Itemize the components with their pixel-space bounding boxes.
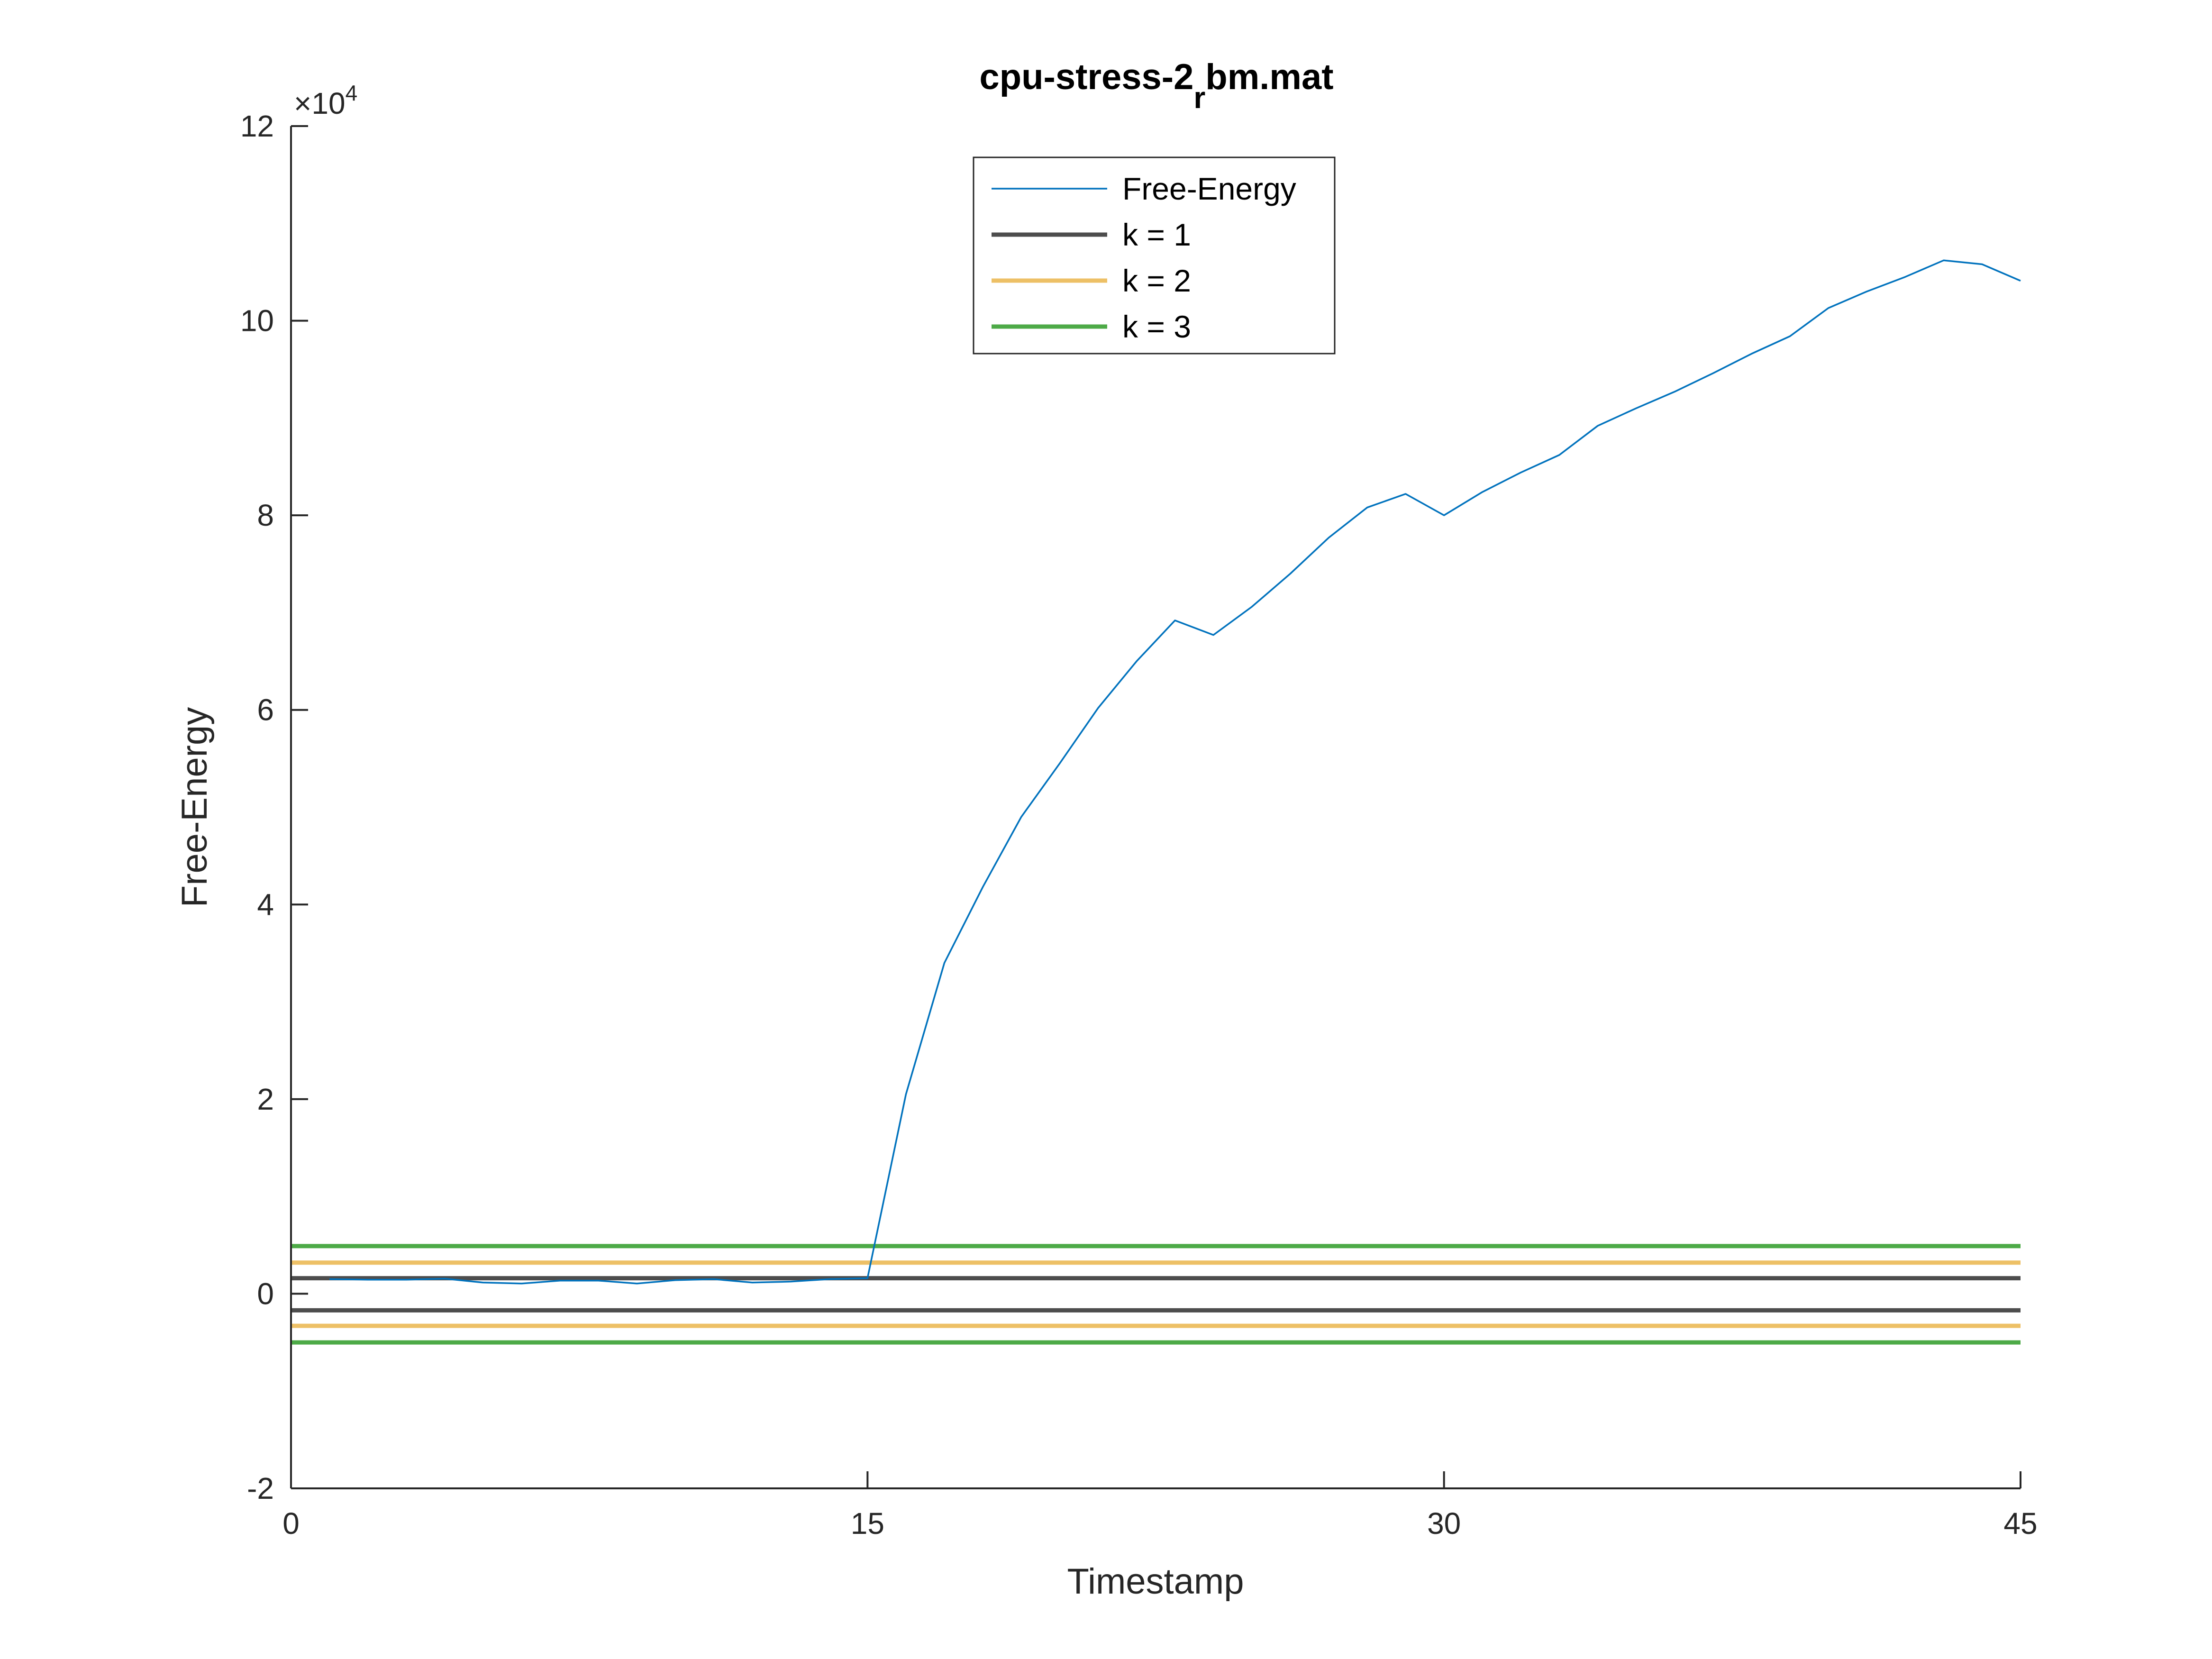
legend-box	[973, 156, 1336, 355]
series-layer	[291, 259, 2021, 1345]
legend-label: k = 1	[1122, 217, 1191, 252]
y-tick-label: 12	[240, 109, 274, 143]
x-tick-label: 15	[851, 1506, 884, 1540]
y-exponent-power: 4	[346, 81, 358, 105]
legend-label: k = 3	[1122, 309, 1191, 344]
series-line-free-energy	[329, 259, 2021, 1285]
legend-label: k = 2	[1122, 263, 1191, 298]
chart-title: cpu-stress-2rbm.mat	[979, 57, 1333, 115]
legend-label: Free-Energy	[1122, 171, 1296, 206]
chart-title-suffix: bm.mat	[1205, 57, 1333, 97]
y-tick-label: 0	[257, 1276, 274, 1311]
y-tick-label: 2	[257, 1082, 274, 1116]
y-tick-label: 6	[257, 693, 274, 727]
x-axis-title: Timestamp	[1067, 1561, 1244, 1602]
y-tick-label: -2	[247, 1471, 274, 1505]
x-tick-label: 0	[282, 1506, 300, 1540]
x-tick-label: 30	[1427, 1506, 1461, 1540]
y-tick-label: 10	[240, 304, 274, 338]
legend-entries: Free-Energy k = 1 k = 2 k = 3	[992, 171, 1296, 344]
y-axis-title: Free-Energy	[174, 707, 215, 907]
y-exponent-label: ×104	[294, 81, 357, 120]
y-tick-label: 4	[257, 887, 274, 921]
chart-title-main: cpu-stress-2	[979, 57, 1193, 97]
y-exponent-base: ×10	[294, 86, 346, 120]
x-tick-label: 45	[2003, 1506, 2037, 1540]
legend: Free-Energy k = 1 k = 2 k = 3	[973, 156, 1336, 355]
chart-title-subscript: r	[1193, 81, 1205, 115]
y-tick-label: 8	[257, 498, 274, 532]
